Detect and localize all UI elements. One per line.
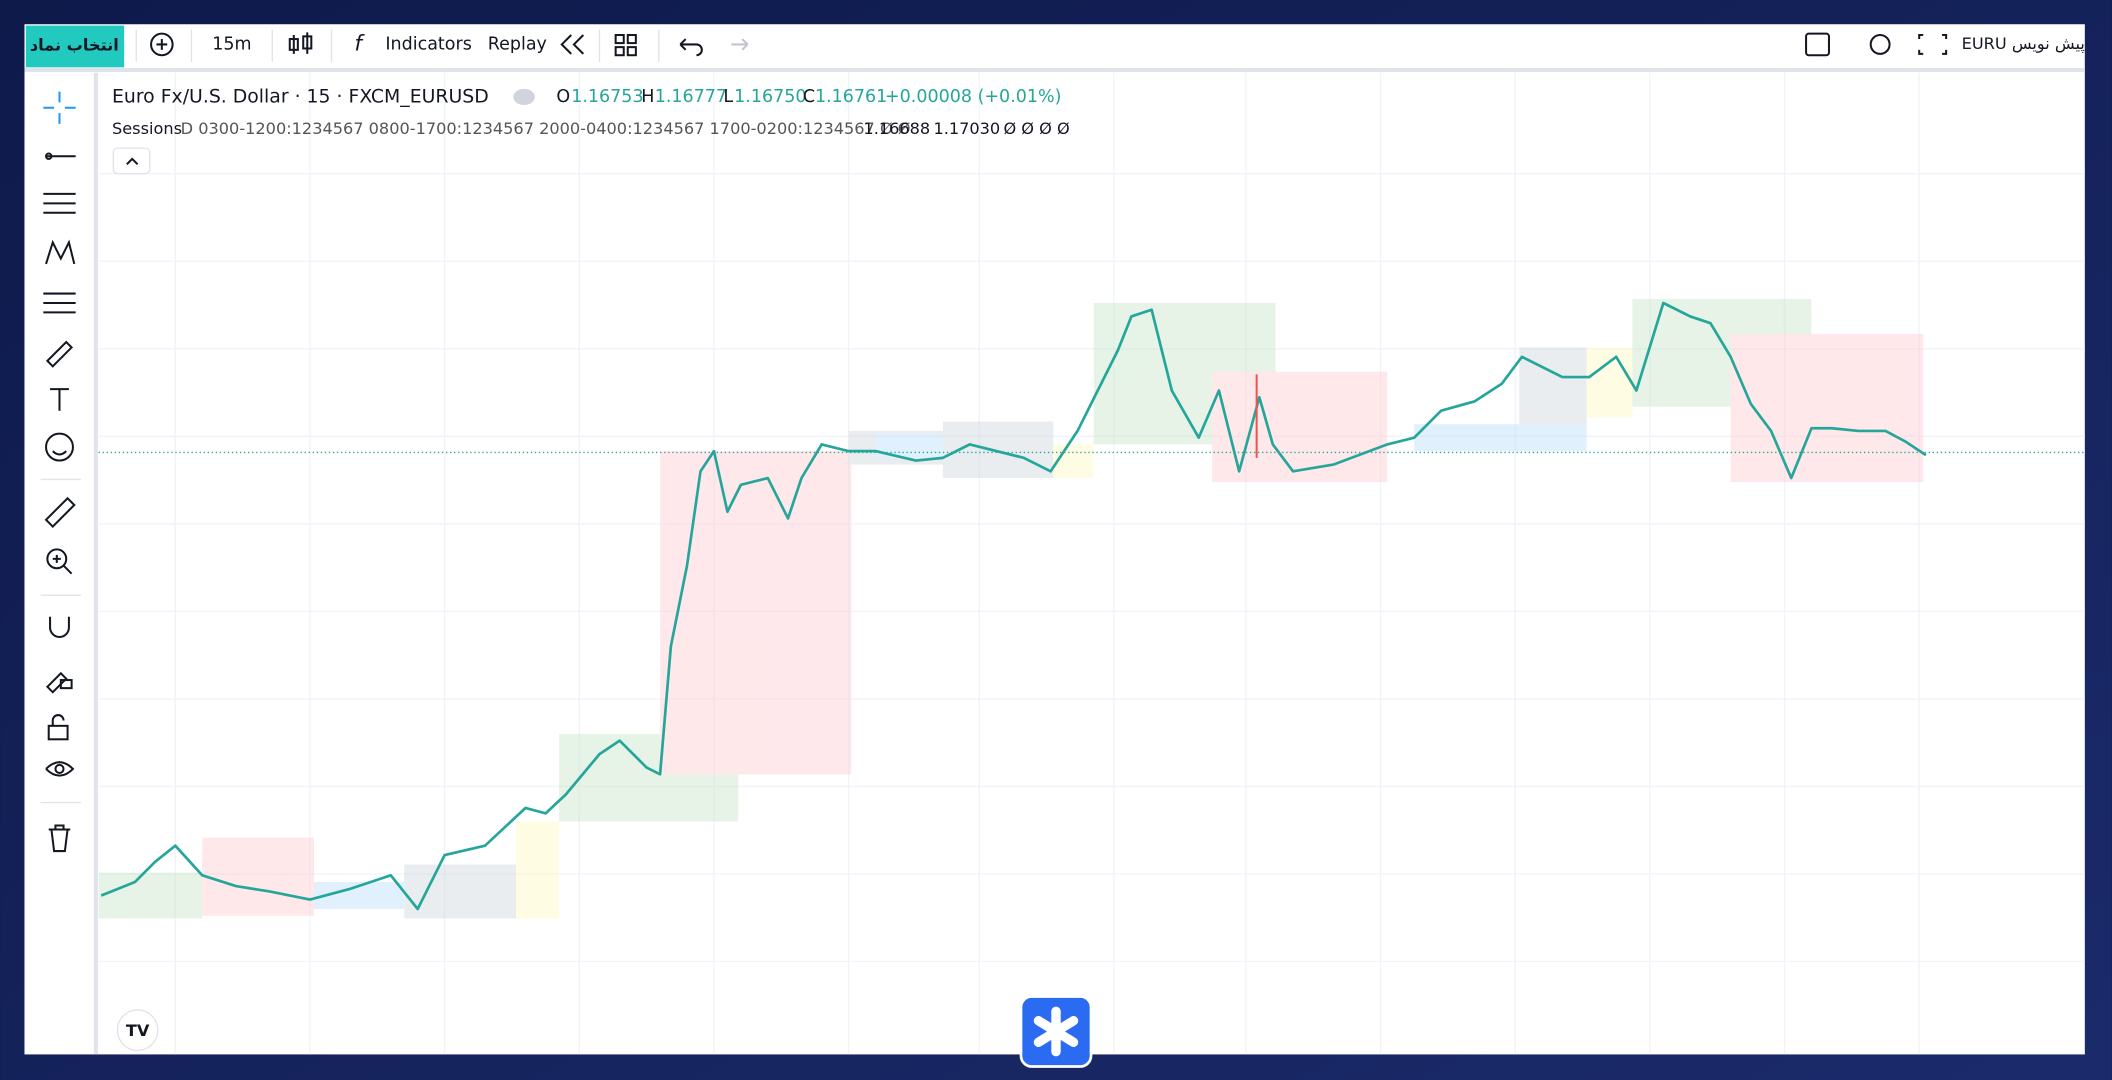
open-label: O [556,87,570,107]
indicator-name[interactable]: Sessions [112,119,182,138]
ruler[interactable] [44,496,76,528]
high-label: H [641,87,654,107]
unlock[interactable] [47,724,69,741]
maximize[interactable] [1918,34,1948,55]
delete[interactable] [48,824,71,853]
indicator-value-2: 1.17030 [933,119,1000,138]
fullscreen-box[interactable] [1805,32,1830,57]
brush[interactable] [45,340,74,368]
add-symbol[interactable] [150,32,174,57]
icon-tool[interactable] [45,432,74,462]
fib-tool[interactable] [43,192,76,214]
low-label: L [723,87,733,107]
pattern-tool[interactable] [45,239,76,265]
symbol-title[interactable]: Euro Fx/U.S. Dollar · 15 · FXCM_EURUSD [112,86,489,107]
zoom[interactable] [46,548,68,570]
high-value: 1.16777 [655,87,727,107]
status-dot [513,88,535,106]
undo[interactable] [679,38,703,57]
symbol-button-label[interactable]: انتخاب نماد [30,35,119,54]
indicator-value-1: 1.16688 [863,119,930,138]
draft-label[interactable]: EURU پیش نویس [1962,34,2085,54]
fx-icon[interactable]: f [354,31,365,56]
interval[interactable]: 15m [212,34,251,54]
replay-icon[interactable] [560,34,585,55]
layouts[interactable] [614,34,637,57]
app-badge-star [1033,1006,1079,1057]
replay[interactable]: Replay [488,34,547,54]
price-series [100,301,1927,911]
indicator-params: D 0300-1200:1234567 0800-1700:1234567 20… [181,119,911,138]
prediction-tool[interactable] [43,292,76,314]
grid [98,72,2085,1055]
indicator-trailing: Ø Ø Ø Ø [1003,119,1069,138]
text-tool[interactable] [50,388,69,411]
crosshair[interactable] [43,91,76,124]
tv-logo[interactable] [116,1009,159,1052]
symbol-button[interactable] [25,25,125,68]
close-value: 1.16761 [815,87,887,107]
indicators[interactable]: Indicators [385,34,471,54]
magnet[interactable] [49,616,70,638]
close-label: C [803,87,815,107]
alerts[interactable] [1869,34,1891,55]
low-value: 1.16750 [734,87,806,107]
tv-logo-mark: TV [126,1021,150,1040]
legend: Euro Fx/U.S. Dollar · 15 · FXCM_EURUSD O… [112,86,1070,175]
open-value: 1.16753 [571,87,643,107]
change: +0.00008 (+0.01%) [885,87,1062,107]
session-boxes [98,298,1924,919]
chart-area [98,72,2085,1055]
visibility[interactable] [45,761,75,777]
top-toolbar: انتخاب نماد 15m f Indicators Replay EURU… [24,25,2085,73]
redo[interactable] [731,38,749,51]
left-toolbar [40,72,98,1055]
lock-drawings[interactable] [45,671,68,694]
